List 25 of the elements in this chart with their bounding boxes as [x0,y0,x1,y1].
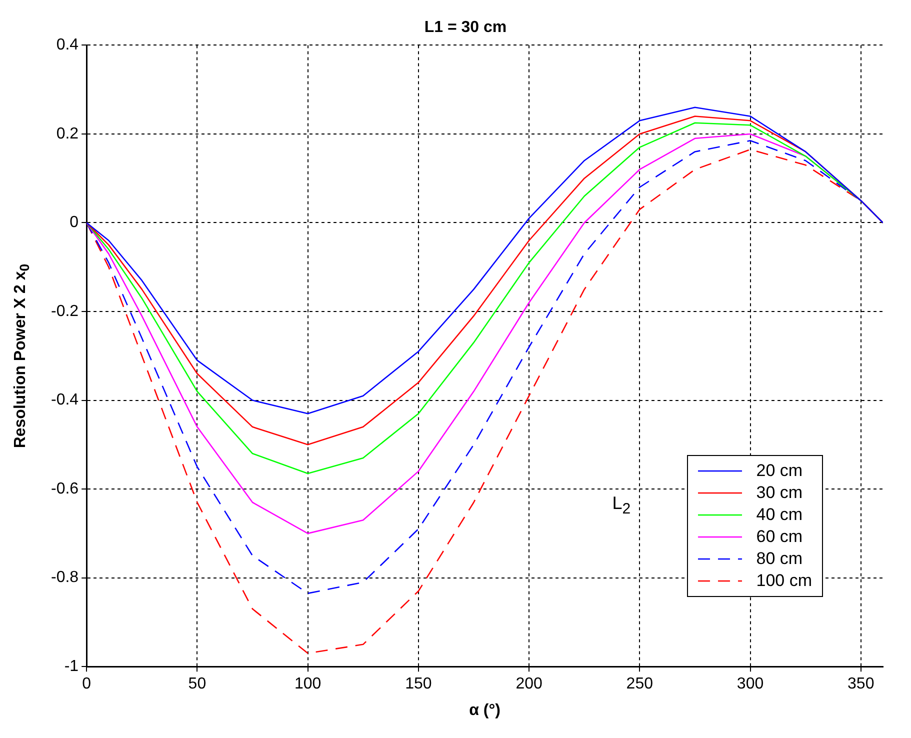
annotation: L$_{2}$ [612,492,631,518]
chart-title: L1 = 30 cm [424,19,507,36]
y-tick-label: -0.8 [50,569,79,586]
y-tick-label: -0.6 [50,480,79,498]
y-tick-label: -0.2 [50,302,79,320]
x-tick-label: 200 [516,676,542,693]
legend-label: 20 cm [756,460,803,481]
y-tick-label: 0.2 [56,125,79,142]
x-tick-label: 0 [82,676,92,693]
y-tick-label: -1 [64,658,79,676]
x-tick-label: 50 [188,676,206,693]
legend-label: 40 cm [756,504,803,525]
legend-label: 30 cm [756,482,803,503]
legend-label: 80 cm [756,548,803,569]
y-tick-label: -0.4 [50,392,79,409]
legend-label: 60 cm [756,526,803,547]
x-tick-label: 250 [626,676,654,693]
x-axis-title: α (°) [469,702,500,719]
x-tick-label: 350 [848,676,874,693]
y-tick-label: 0.4 [56,36,79,54]
x-tick-label: 100 [294,676,322,693]
x-tick-label: 150 [405,676,432,693]
x-tick-label: 300 [736,676,764,693]
y-tick-label: 0 [70,214,79,232]
legend-label: 100 cm [756,570,812,591]
